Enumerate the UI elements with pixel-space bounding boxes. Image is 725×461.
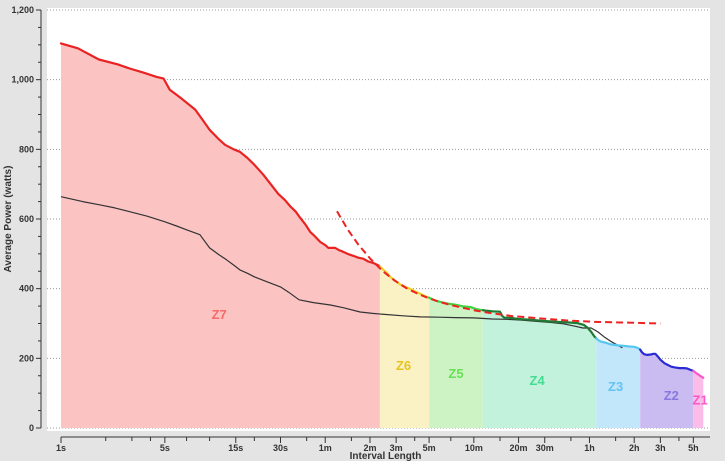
y-tick-label-800: 800 [19,144,34,154]
zone-label-z7: Z7 [212,307,227,322]
y-axis-title: Average Power (watts) [3,166,14,273]
x-tick-label-30s: 30s [273,443,288,453]
zone-area-z1 [693,370,704,428]
zone-label-z1: Z1 [693,392,708,407]
x-tick-label-30m: 30m [536,443,554,453]
x-tick-label-1h: 1h [584,443,595,453]
y-axis: 0 200 400 600 800 1,000 1,200 Average Power (wa… [3,5,42,433]
y-tick-label-200: 200 [19,353,34,363]
x-tick-label-20m: 20m [510,443,528,453]
x-tick-label-2h: 2h [629,443,640,453]
x-tick-label-3m: 3m [390,443,403,453]
x-tick-label-2m: 2m [363,443,376,453]
x-tick-label-3h: 3h [655,443,666,453]
x-axis-title: Interval Length [350,451,422,461]
y-tick-label-600: 600 [19,214,34,224]
zone-area-z6 [379,266,430,428]
secondary-power-curve [60,196,623,349]
zone-label-z5: Z5 [448,366,463,381]
curve-segment-z1 [692,369,705,379]
y-tick-label-400: 400 [19,284,34,294]
curve-segment-z4 [481,309,598,340]
x-axis: 1s 5s 15s 30s 1m 2m 3m 5m 10m 20m 30m 1h 2h 3h 5h Inter… [56,436,710,461]
y-tick-label-0: 0 [29,423,34,433]
zone-label-z4: Z4 [530,373,546,388]
zone-area-z5 [429,297,483,428]
curve-segment-z3 [595,337,642,351]
curve-segment-z7 [59,42,381,268]
x-tick-label-1s: 1s [56,443,66,453]
x-tick-label-15s: 15s [228,443,243,453]
x-tick-label-10m: 10m [465,443,483,453]
x-tick-label-1m: 1m [319,443,332,453]
x-tick-label-5s: 5s [160,443,170,453]
critical-power-model-curve [336,210,661,325]
zone-area-z3 [596,338,641,428]
curve-segment-z2 [639,348,695,372]
zone-areas [61,43,704,429]
y-tick-label-1200: 1,200 [11,5,34,15]
x-tick-label-5m: 5m [423,443,436,453]
y-tick-label-1000: 1,000 [11,75,34,85]
zone-label-z3: Z3 [608,379,623,394]
zone-area-z4 [482,310,597,428]
zone-labels: Z7 Z6 Z5 Z4 Z3 Z2 Z1 [212,307,708,407]
zone-label-z6: Z6 [396,358,411,373]
x-tick-label-5h: 5h [688,443,699,453]
zone-area-z7 [61,43,380,429]
zone-label-z2: Z2 [664,388,679,403]
